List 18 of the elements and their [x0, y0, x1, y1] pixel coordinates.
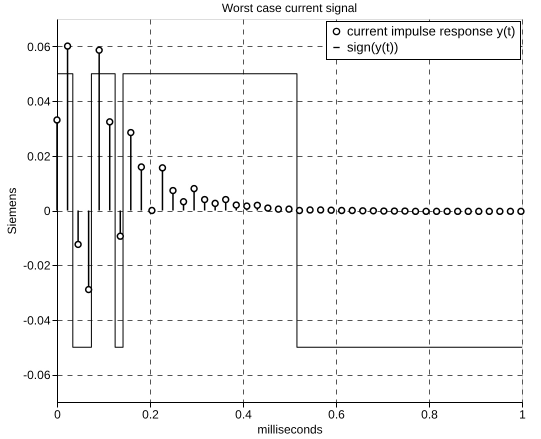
x-tick-label: 0.2 [142, 408, 160, 422]
x-axis-title: milliseconds [257, 422, 323, 436]
y-tick-label: 0.02 [27, 149, 51, 164]
x-tick-label: 0 [54, 408, 62, 422]
x-tick-label: 0.4 [235, 408, 252, 422]
x-tick-label: 0.8 [421, 408, 438, 422]
y-tick-label: -0.02 [23, 258, 51, 273]
y-tick-label: 0.04 [27, 94, 51, 109]
x-tick-label: 1 [519, 408, 526, 422]
y-tick-label: 0 [44, 204, 51, 218]
y-tick-label: 0.06 [27, 40, 51, 54]
chart-title: Worst case current signal [222, 1, 358, 15]
y-tick-label: -0.06 [23, 368, 51, 382]
y-tick-label: -0.04 [23, 313, 51, 328]
legend-label: current impulse response y(t) [347, 24, 516, 38]
y-axis-title: Siemens [5, 188, 20, 234]
legend-label: sign(y(t)) [347, 40, 398, 54]
x-tick-label: 0.6 [328, 408, 346, 422]
